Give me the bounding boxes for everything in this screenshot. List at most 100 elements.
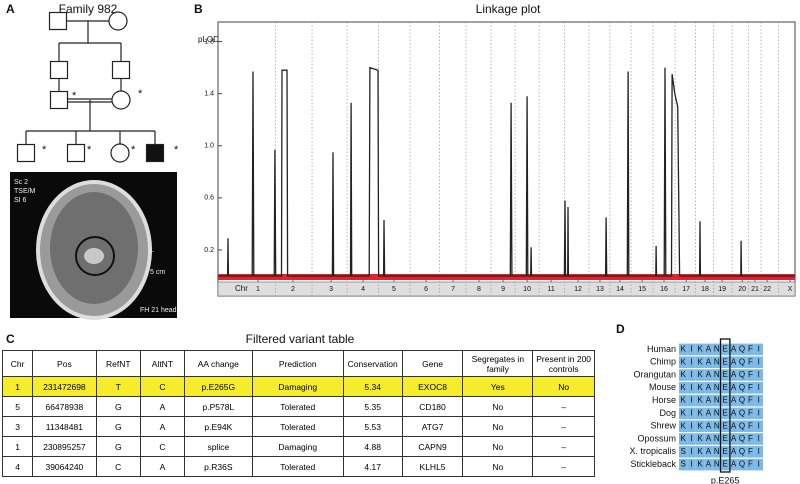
residue-cell: [754, 420, 763, 432]
residue: N: [714, 421, 720, 430]
table-cell: CD180: [401, 396, 464, 417]
residue-cell: [687, 356, 696, 368]
table-cell: p.E94K: [183, 416, 253, 437]
residue-cell: [704, 407, 713, 420]
residue-cell: [746, 420, 755, 432]
table-cell: 3: [1, 416, 34, 437]
male: [66, 143, 86, 163]
residue: K: [697, 409, 703, 418]
residue-cell: [695, 369, 705, 381]
species-name: X. tropicalis: [629, 446, 676, 456]
variant-table: Chr Pos RefNT AltNT AA change Prediction Conse…: [1, 350, 595, 477]
table-cell: 230895257: [32, 436, 97, 457]
residue: N: [714, 460, 720, 469]
residue: N: [714, 370, 720, 379]
asterisk: *: [131, 144, 136, 156]
x-tick-label: 11: [547, 286, 554, 293]
table-cell: –: [532, 456, 595, 477]
y-axis-label: pLOD: [198, 35, 219, 44]
table-cell: T: [95, 376, 141, 397]
residue-cell: [737, 382, 747, 394]
residue-cell: [712, 420, 721, 432]
residue-cell: [746, 382, 755, 394]
mri-label: SI 6: [14, 197, 27, 204]
residue: I: [758, 409, 760, 418]
table-cell: p.R36S: [183, 456, 253, 477]
residue-cell: [679, 420, 688, 432]
y-tick-label: 1.4: [204, 90, 214, 97]
table-cell: 4.17: [342, 456, 403, 477]
residue-cell: [679, 356, 688, 368]
residue-cell: [754, 356, 763, 368]
residue: Q: [739, 396, 745, 405]
residue-cell: [737, 356, 747, 368]
x-tick-label: 3: [329, 286, 333, 293]
mri-ventricle: [84, 248, 104, 264]
table-cell: C: [139, 376, 185, 397]
residue-cell: [737, 369, 747, 381]
y-tick-label: 0.6: [204, 195, 214, 202]
residue-cell: [687, 382, 696, 394]
male: [145, 143, 165, 163]
mri-label: Sc 2: [14, 179, 28, 186]
residue: A: [731, 357, 737, 366]
plot-frame: [217, 21, 796, 297]
residue-cell: [754, 394, 763, 407]
residue: S: [681, 447, 686, 456]
female: [111, 90, 131, 110]
residue-cell: [721, 394, 730, 407]
residue: E: [723, 434, 728, 443]
table-cell: 231472698: [32, 376, 97, 397]
residue-cell: [746, 433, 755, 445]
y-tick-label: 1.8: [204, 38, 214, 45]
asterisk: *: [138, 88, 143, 100]
table-cell: splice: [183, 436, 253, 457]
female: [110, 143, 130, 163]
mri-circle: [75, 236, 115, 276]
table-cell: 66478938: [32, 396, 97, 417]
x-tick-label: 14: [616, 286, 624, 293]
residue: N: [714, 447, 720, 456]
residue: I: [758, 370, 760, 379]
table-cell: 39064240: [32, 456, 97, 477]
male: [49, 60, 69, 80]
residue: I: [758, 460, 760, 469]
residue: A: [731, 383, 737, 392]
residue: N: [714, 409, 720, 418]
residue: Q: [739, 434, 745, 443]
residue: I: [690, 357, 692, 366]
residue-cell: [679, 433, 688, 445]
residue-cell: [754, 458, 763, 471]
mri-label: TSE/M: [14, 188, 36, 195]
residue: I: [758, 434, 760, 443]
asterisk: *: [174, 144, 179, 156]
residue-cell: [704, 446, 713, 458]
residue: F: [748, 447, 753, 456]
residue: E: [723, 447, 728, 456]
table-cell: C: [139, 436, 185, 457]
asterisk: *: [42, 144, 47, 156]
residue: I: [758, 421, 760, 430]
residue: N: [714, 434, 720, 443]
residue: E: [723, 396, 728, 405]
residue-cell: [704, 382, 713, 394]
residue-cell: [712, 433, 721, 445]
residue-cell: [712, 407, 721, 420]
residue-cell: [695, 407, 705, 420]
table-cell: 4.88: [342, 436, 403, 457]
residue: K: [681, 434, 687, 443]
table-cell: EXOC8: [401, 376, 464, 397]
residue-cell: [721, 356, 730, 368]
residue-cell: [695, 382, 705, 394]
residue: N: [714, 357, 720, 366]
residue-cell: [679, 458, 688, 471]
x-tick-label: 17: [682, 286, 690, 293]
residue-cell: [679, 394, 688, 407]
residue-cell: [737, 458, 747, 471]
residue: I: [758, 447, 760, 456]
column-header: AA change: [183, 350, 253, 377]
